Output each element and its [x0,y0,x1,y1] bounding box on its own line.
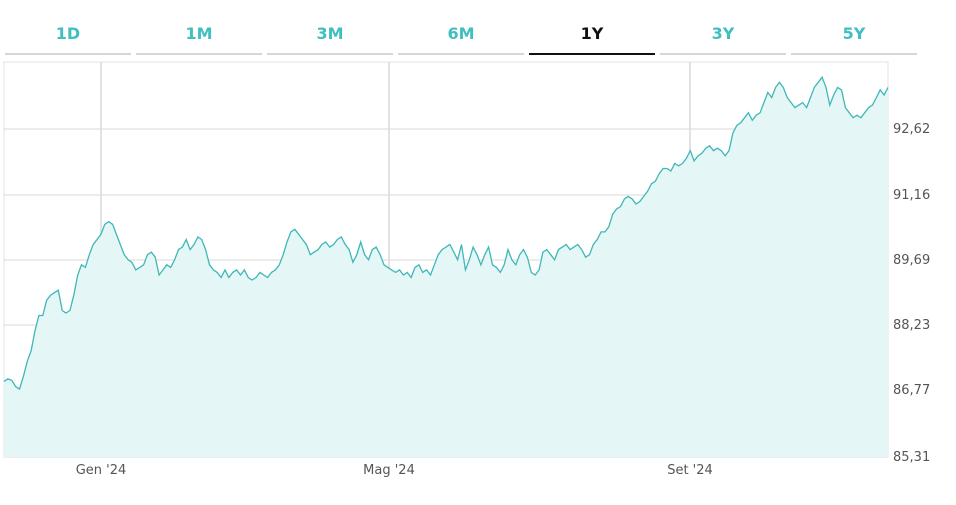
y-tick-label: 89,69 [893,253,930,268]
tab-3y[interactable]: 3Y [660,18,786,55]
tab-1m[interactable]: 1M [136,18,262,55]
y-tick-label: 86,77 [893,383,930,398]
time-range-tabs: 1D 1M 3M 6M 1Y 3Y 5Y [5,18,923,56]
tab-3m[interactable]: 3M [267,18,393,55]
area-fill [4,77,888,457]
y-tick-label: 92,62 [893,122,930,137]
tab-1d[interactable]: 1D [5,18,131,55]
tab-6m[interactable]: 6M [398,18,524,55]
y-tick-label: 88,23 [893,318,930,333]
x-tick-label: Set '24 [667,463,713,478]
x-tick-label: Mag '24 [363,463,415,478]
y-tick-label: 85,31 [893,450,930,465]
price-line [3,75,889,391]
x-tick-label: Gen '24 [76,463,127,478]
tab-1y[interactable]: 1Y [529,18,655,55]
tab-5y[interactable]: 5Y [791,18,917,55]
y-tick-label: 91,16 [893,188,930,203]
